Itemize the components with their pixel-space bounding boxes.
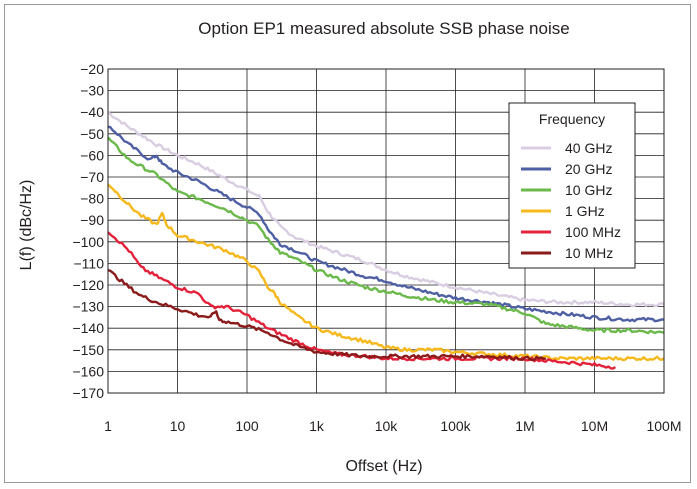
y-tick-label: −30 [80, 83, 104, 99]
x-axis-label: Offset (Hz) [345, 458, 422, 475]
legend-label: 40 GHz [565, 140, 612, 156]
y-tick-label: −80 [80, 191, 104, 207]
y-tick-label: −40 [80, 104, 104, 120]
legend-label: 10 GHz [565, 182, 612, 198]
plot-border [107, 68, 665, 394]
legend-title: Frequency [539, 111, 605, 127]
x-tick-label: 10 [170, 418, 186, 434]
legend-label: 100 MHz [565, 224, 621, 240]
y-tick-label: −140 [72, 320, 104, 336]
series-line [107, 125, 665, 323]
legend-items: 40 GHz 20 GHz 10 GHz 1 GHz 100 MHz 10 MHz [521, 140, 621, 261]
y-tick-label: −110 [74, 255, 105, 271]
y-tick-label: −120 [72, 277, 104, 293]
series-line [107, 268, 547, 362]
legend-label: 10 MHz [565, 245, 613, 261]
x-tick-label: 1M [515, 418, 534, 434]
legend-label: 1 GHz [565, 203, 605, 219]
x-tick-label: 100k [440, 418, 471, 434]
y-tick-label: −20 [80, 61, 104, 77]
y-tick-label: −150 [72, 342, 104, 358]
y-axis-label: L(f) (dBc/Hz) [18, 180, 35, 271]
x-tick-label: 10M [581, 418, 608, 434]
y-tick-label: −170 [72, 385, 104, 401]
legend-box [508, 102, 636, 269]
x-tick-label: 1k [309, 418, 325, 434]
y-tick-label: −160 [72, 363, 104, 379]
legend: Frequency 40 GHz 20 GHz 10 GHz 1 GHz 100 MHz… [508, 102, 636, 269]
series-line [107, 183, 665, 362]
y-tick-label: −90 [80, 212, 104, 228]
y-tick-label: −130 [72, 299, 104, 315]
y-tick-label: −70 [80, 169, 104, 185]
y-tick-label: −50 [80, 126, 104, 142]
x-tick-label: 100 [235, 418, 259, 434]
y-tick-label: −100 [72, 234, 104, 250]
legend-label: 20 GHz [565, 161, 612, 177]
y-tick-label: −60 [80, 147, 104, 163]
y-tick-labels: −20 −30 −40 −50 −60 −70 −80 −90 −100 −110 −120 −130… [72, 61, 104, 401]
x-tick-label: 1 [104, 418, 112, 434]
chart-frame [4, 4, 691, 483]
series-line [107, 136, 665, 335]
chart-title: Option EP1 measured absolute SSB phase n… [198, 19, 569, 38]
x-tick-label: 10k [375, 418, 399, 434]
series-line [107, 111, 665, 308]
x-tick-labels: 1 10 100 1k 10k 100k 1M 10M 100M [104, 418, 681, 434]
series-group [107, 111, 665, 370]
x-tick-label: 100M [646, 418, 681, 434]
